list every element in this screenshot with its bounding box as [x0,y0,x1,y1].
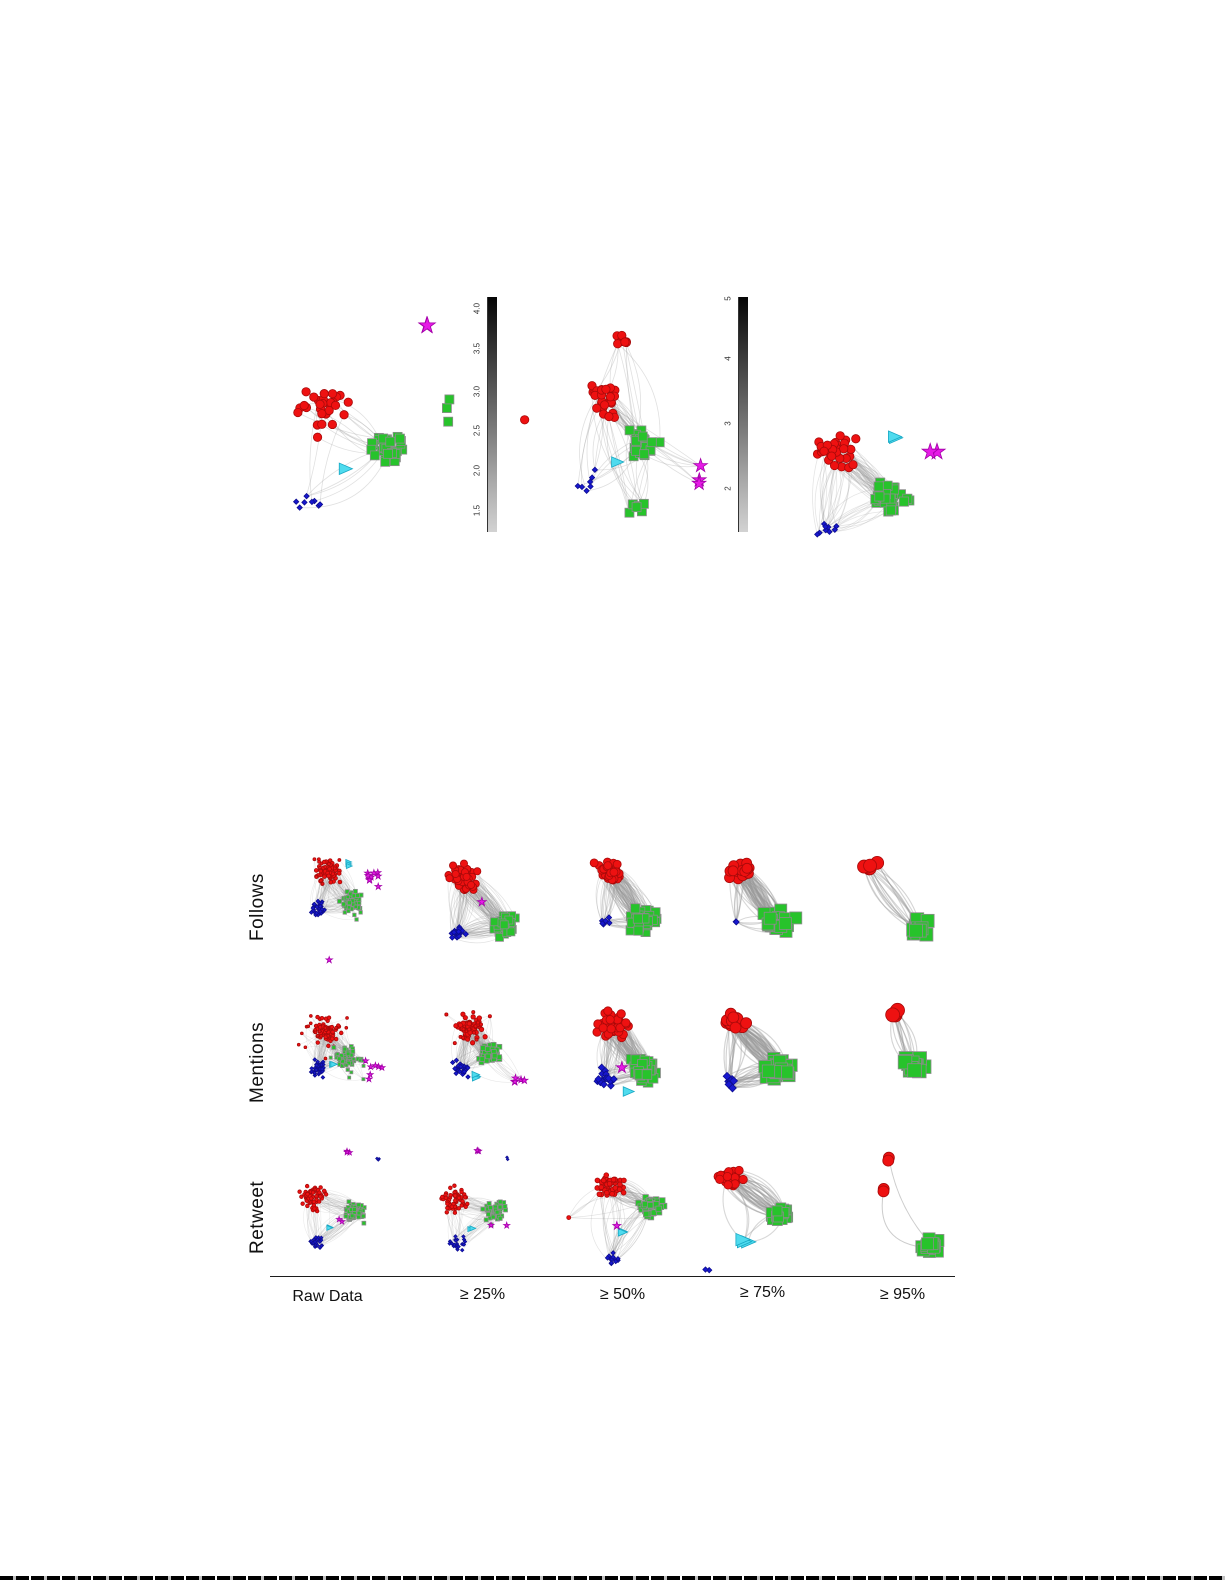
cell-follows-raw [270,835,405,980]
col-label-25: ≥ 25% [459,1286,506,1303]
row-label-mentions: Mentions [247,1021,268,1104]
colorbar-2-tick: 4 [723,356,733,361]
row-label-retweet: Retweet [247,1180,268,1255]
network-graphic [720,1007,798,1093]
colorbar-1-tick: 3.0 [472,385,482,398]
cell-follows-95 [835,835,970,980]
network-graphic [592,1006,661,1097]
col-label-75: ≥ 75% [739,1284,786,1301]
network-graphic [702,1165,794,1274]
page-bottom-dashed-line [0,1576,1225,1580]
network-graphic [439,1146,511,1253]
figure-threshold-grid: Follows Mentions Retweet Raw Data ≥ 25% … [245,830,985,1330]
colorbar-1-tick: 4.0 [472,302,482,315]
figure-network-panels: 4.0 3.5 3.0 2.5 2.0 1.5 5 4 3 2 [245,290,975,580]
cell-mentions-50 [555,990,690,1135]
cell-mentions-25 [415,990,550,1135]
colorbar-1-gradient [487,297,497,532]
network-graphic [444,859,520,944]
cell-retweet-75 [695,1145,830,1290]
network-graphic [877,1151,945,1258]
cell-retweet-25 [415,1145,550,1290]
cell-retweet-95 [835,1145,970,1290]
cell-mentions-95 [835,990,970,1135]
network-panel-1 [250,295,470,550]
network-graphic [885,1002,932,1079]
col-label-95: ≥ 95% [879,1286,926,1303]
colorbar-2-gradient [738,297,748,532]
colorbar-1-tick: 2.0 [472,464,482,477]
network-graphic [566,1172,668,1267]
network-graphic [297,1147,381,1251]
cell-follows-50 [555,835,690,980]
network-graphic [857,855,935,942]
network-graphic [292,315,455,511]
cell-mentions-75 [695,990,830,1135]
cell-mentions-raw [270,990,405,1135]
colorbar-2-tick: 5 [723,296,733,301]
network-graphic [444,1010,530,1086]
network-graphic [812,430,947,538]
colorbar-1-tick: 3.5 [472,342,482,355]
colorbar-2-tick: 3 [723,421,733,426]
cell-retweet-raw [270,1145,405,1290]
cell-follows-75 [695,835,830,980]
col-label-50: ≥ 50% [599,1286,646,1303]
colorbar-2-tick: 2 [723,486,733,491]
network-graphic [724,857,803,938]
network-graphic [589,857,662,937]
cell-follows-25 [415,835,550,980]
cell-retweet-50 [555,1145,690,1290]
colorbar-2: 5 4 3 2 [724,296,748,532]
network-panel-3 [755,375,975,570]
network-graphic [296,1014,387,1083]
column-axis-line [270,1276,955,1277]
network-panel-2 [515,295,715,560]
col-label-raw-data: Raw Data [292,1288,363,1305]
colorbar-1-tick: 1.5 [472,504,482,517]
colorbar-1-tick: 2.5 [472,424,482,437]
colorbar-1: 4.0 3.5 3.0 2.5 2.0 1.5 [473,297,497,532]
network-graphic [520,330,709,518]
row-label-follows: Follows [247,873,268,942]
network-graphic [308,857,383,964]
